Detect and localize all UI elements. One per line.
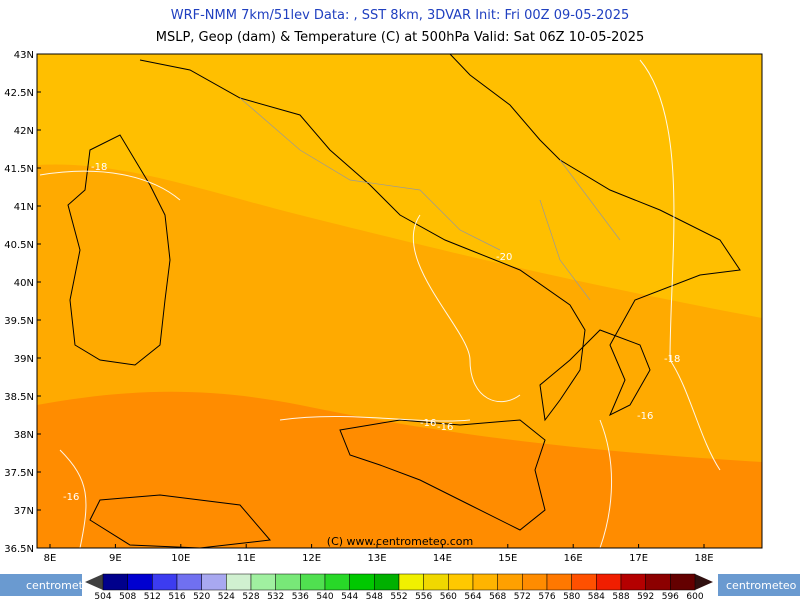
color-swatch <box>176 573 202 591</box>
colorbar-label: 548 <box>366 592 383 600</box>
lon-label: 11E <box>237 553 256 564</box>
colorbar-label: 536 <box>292 592 309 600</box>
contour-label: -18 <box>664 354 680 365</box>
title: WRF-NMM 7km/51lev Data: , SST 8km, 3DVAR… <box>171 8 630 23</box>
colorbar-label: 592 <box>637 592 654 600</box>
colorbar-label: 556 <box>415 592 432 600</box>
lon-label: 18E <box>694 553 713 564</box>
colorbar-label: 572 <box>514 592 531 600</box>
lat-label: 41.5N <box>4 164 34 175</box>
lon-label: 10E <box>171 553 190 564</box>
colorbar-label: 512 <box>144 592 161 600</box>
logo: centrometeo <box>726 579 797 592</box>
lat-label: 41N <box>14 202 34 213</box>
lon-label: 14E <box>433 553 452 564</box>
contour-label: -20 <box>496 252 512 263</box>
color-swatch <box>127 573 153 591</box>
colorbar-label: 576 <box>538 592 555 600</box>
colorbar-label: 580 <box>563 592 580 600</box>
lat-label: 39.5N <box>4 316 34 327</box>
lon-label: 17E <box>629 553 648 564</box>
temperature-contours <box>39 59 721 548</box>
color-swatch <box>374 573 400 591</box>
contour-label: -16 <box>437 422 453 433</box>
color-swatch <box>645 573 671 591</box>
lon-label: 8E <box>44 553 57 564</box>
logo-box <box>718 574 800 596</box>
colorbar-label: 552 <box>390 592 407 600</box>
colorbar-label: 584 <box>588 592 605 600</box>
color-swatch <box>670 573 696 591</box>
lat-label: 40N <box>14 278 34 289</box>
colorbar-label: 508 <box>119 592 136 600</box>
lon-label: 9E <box>109 553 122 564</box>
colorbar-label: 524 <box>218 592 235 600</box>
colorbar-label: 564 <box>464 592 481 600</box>
coastlines <box>67 54 741 548</box>
subtitle: MSLP, Geop (dam) & Temperature (C) at 50… <box>156 30 645 45</box>
color-swatch <box>571 573 597 591</box>
colorbar-label: 544 <box>341 592 358 600</box>
color-swatch <box>275 573 301 591</box>
lat-label: 42.5N <box>4 88 34 99</box>
colorbar-label: 532 <box>267 592 284 600</box>
contour-label: -16 <box>420 418 436 429</box>
lat-label: 42N <box>14 126 34 137</box>
lat-label: 38.5N <box>4 392 34 403</box>
borders <box>239 97 621 301</box>
arrow-right <box>695 574 713 590</box>
color-swatch <box>226 573 252 591</box>
color-swatch <box>522 573 548 591</box>
color-swatch <box>102 573 128 591</box>
colorbar-label: 520 <box>193 592 210 600</box>
map-area <box>37 54 762 548</box>
color-swatch <box>398 573 424 591</box>
contour-label: -16 <box>63 492 79 503</box>
arrow-left <box>85 574 103 590</box>
color-swatch <box>300 573 326 591</box>
color-swatch <box>423 573 449 591</box>
color-swatch <box>201 573 227 591</box>
copyright: (C) www.centrometeo.com <box>327 535 473 548</box>
color-swatch <box>349 573 375 591</box>
color-swatch <box>596 573 622 591</box>
color-swatch <box>497 573 523 591</box>
lon-label: 15E <box>498 553 517 564</box>
colorbar-label: 516 <box>168 592 185 600</box>
color-swatch <box>620 573 646 591</box>
band-bottom <box>37 391 762 548</box>
lat-label: 39N <box>14 354 34 365</box>
lon-label: 13E <box>367 553 386 564</box>
colorbar-label: 504 <box>94 592 111 600</box>
contour-label: -16 <box>637 411 653 422</box>
colorbar-label: 568 <box>489 592 506 600</box>
logo: centrometeo <box>26 579 97 592</box>
color-swatch <box>250 573 276 591</box>
colorbar: centrometeo centrometeo <box>0 574 800 596</box>
color-swatch <box>472 573 498 591</box>
color-swatch <box>448 573 474 591</box>
contour-label: -18 <box>91 162 107 173</box>
lon-label: 12E <box>302 553 321 564</box>
lat-label: 43N <box>14 50 34 61</box>
lat-label: 40.5N <box>4 240 34 251</box>
lat-label: 38N <box>14 430 34 441</box>
color-swatch <box>546 573 572 591</box>
colorbar-label: 588 <box>612 592 629 600</box>
color-swatch <box>324 573 350 591</box>
colorbar-label: 528 <box>242 592 259 600</box>
lat-label: 36.5N <box>4 544 34 555</box>
logo-box <box>0 574 82 596</box>
colorbar-label: 600 <box>686 592 703 600</box>
lat-label: 37.5N <box>4 468 34 479</box>
colorbar-label: 560 <box>440 592 457 600</box>
lat-label: 37N <box>14 506 34 517</box>
color-swatch <box>152 573 178 591</box>
lon-label: 16E <box>564 553 583 564</box>
colorbar-label: 596 <box>662 592 679 600</box>
map-frame <box>36 53 763 549</box>
colorbar-label: 540 <box>316 592 333 600</box>
